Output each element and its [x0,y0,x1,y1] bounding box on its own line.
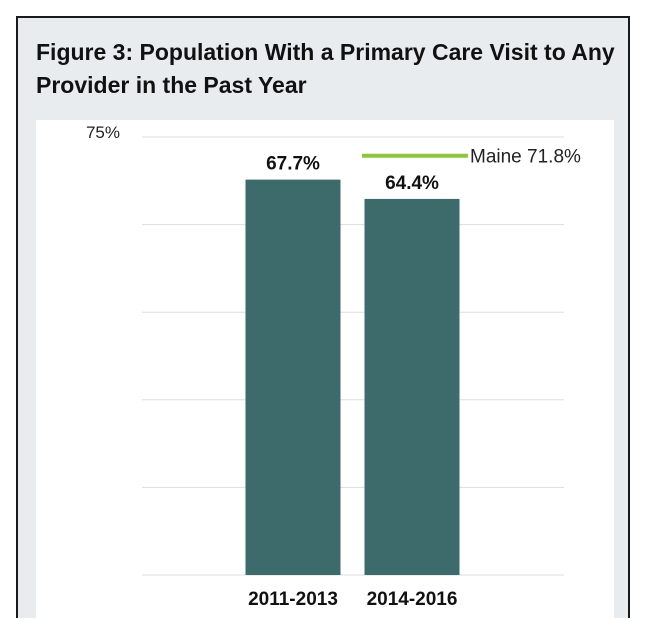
label-layer: 75% 67.7% 2011-2013 64.4% 2014-2016 Maine 71.… [86,123,581,610]
bar-layer [245,179,460,575]
figure-container: Figure 3: Population With a Primary Care… [16,16,630,620]
bar-2014-2016 [364,198,460,575]
figure-title: Figure 3: Population With a Primary Care… [36,39,615,98]
category-label-0: 2011-2013 [248,589,338,610]
y-tick-label-0: 75% [86,123,120,142]
maine-reference-label: Maine 71.8% [470,147,581,168]
bar-2011-2013 [245,179,341,575]
bar-chart: 75% 67.7% 2011-2013 64.4% 2014-2016 Maine 71.… [86,123,581,610]
chart-panel: 75% 67.7% 2011-2013 64.4% 2014-2016 Maine 71.… [36,120,614,620]
category-label-1: 2014-2016 [367,589,458,610]
value-label-1: 64.4% [385,173,439,194]
grid-layer [142,136,564,576]
value-label-0: 67.7% [266,154,320,175]
